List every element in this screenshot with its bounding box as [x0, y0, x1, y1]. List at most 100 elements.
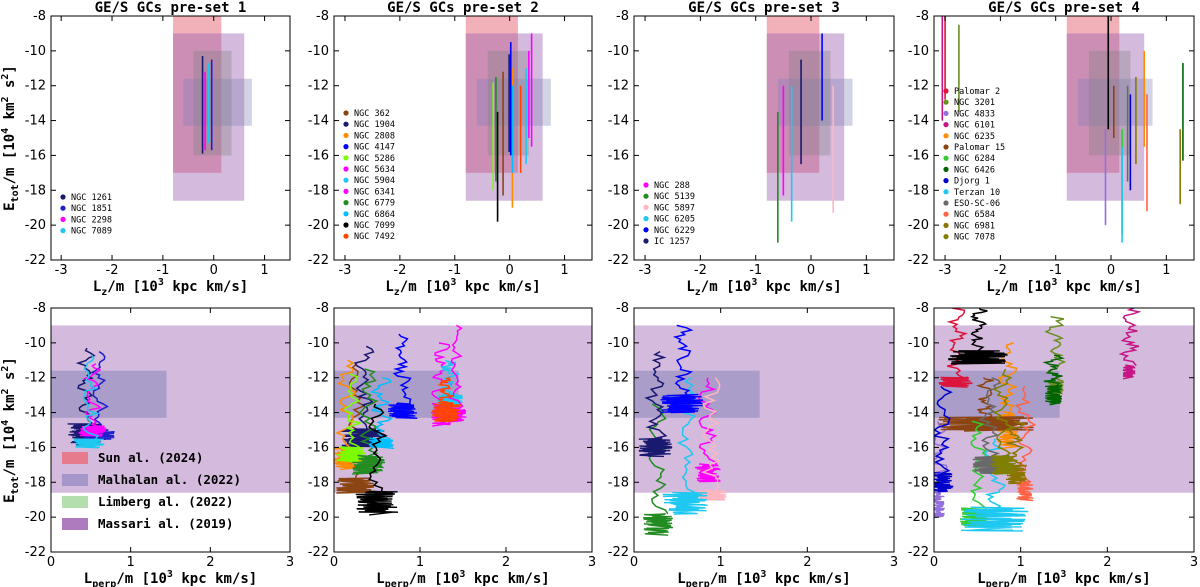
legend-marker: [60, 216, 66, 222]
legend-label: NGC 6779: [354, 199, 395, 209]
y-tick-label: -10: [25, 44, 46, 59]
y-tick-label: -14: [308, 406, 329, 421]
legend-marker: [343, 155, 349, 161]
series-ngc-7078b-trail: [969, 308, 988, 352]
region-limberg: [788, 50, 831, 156]
legend-label: ESO-SC-06: [954, 199, 1000, 209]
y-tick-label: -12: [25, 371, 46, 386]
series-ngc-4147-trail: [392, 333, 412, 404]
x-tick-label: 2: [206, 555, 214, 570]
x-tick-label: 2: [803, 555, 811, 570]
panel-title: GE/S GCs pre-set 2: [387, 0, 539, 16]
legend-marker: [60, 194, 66, 200]
region-legend-swatch: [62, 496, 88, 508]
x-tick-label: 0: [1107, 263, 1115, 278]
legend-marker: [343, 188, 349, 194]
label-part: 3: [760, 569, 766, 580]
label-part: L: [677, 571, 685, 587]
legend-label: NGC 5904: [354, 176, 395, 186]
y-tick-label: -12: [308, 79, 329, 94]
panel-top-1: -8-10-12-14-16-18-20-22-3 -2 -1 0 1Lz/m [103…: [0, 0, 291, 298]
label-part: kpc km/s]: [1066, 571, 1150, 587]
x-tick-label: -3: [639, 263, 652, 278]
legend-label: NGC 6205: [654, 215, 695, 225]
y-tick-label: -22: [308, 253, 329, 268]
legend-marker: [343, 211, 349, 217]
series-ngc-6864-band: [368, 437, 395, 450]
axes-frame: [633, 307, 895, 553]
series-djorg-1-band: [934, 472, 954, 493]
y-tick-label: -14: [908, 406, 929, 421]
legend-marker: [943, 122, 949, 128]
y-tick-label: -22: [25, 545, 46, 560]
series-ngc-4833-band: [934, 490, 945, 519]
series-ngc-5897-trail: [700, 377, 721, 492]
y-tick-label: -10: [608, 336, 629, 351]
label-part: kpc km/s]: [1057, 279, 1141, 295]
series-ngc-7099-band: [355, 490, 399, 516]
series-palomar-15-trail: [975, 377, 994, 419]
legend-marker: [343, 132, 349, 138]
panel-title: GE/S GCs pre-set 4: [988, 0, 1140, 16]
legend-marker: [943, 99, 949, 105]
legend-label: NGC 7078: [954, 233, 995, 243]
series-ngc-2808-trail: [335, 359, 357, 448]
legend-label: NGC 6426: [954, 165, 995, 175]
series-ngc-5286-trail: [343, 373, 361, 449]
legend-marker: [943, 144, 949, 150]
legend-label: NGC 6584: [954, 210, 995, 220]
region-legend-swatch: [62, 452, 88, 464]
legend-marker: [343, 110, 349, 116]
legend-label: NGC 7492: [354, 232, 395, 242]
x-tick-label: -3: [338, 263, 351, 278]
legend-marker: [943, 222, 949, 228]
series-ngc-6229-band: [660, 393, 704, 414]
x-tick-label: 1: [127, 555, 135, 570]
label-part: perp: [986, 579, 1010, 587]
y-tick-label: -18: [608, 183, 629, 198]
region-legend-swatch: [62, 518, 88, 530]
legend-marker: [60, 205, 66, 211]
x-tick-label: 0: [630, 555, 638, 570]
label-part: /m [10: [1010, 571, 1061, 587]
y-tick-label: -22: [25, 253, 46, 268]
legend-marker: [643, 182, 649, 188]
legend-label: NGC 6235: [954, 132, 995, 142]
x-tick-label: 1: [862, 263, 870, 278]
label-part: E: [2, 202, 18, 210]
y-tick-label: -12: [908, 371, 929, 386]
x-tick-label: -3: [939, 263, 952, 278]
legend-marker: [60, 228, 66, 234]
legend-label: Palomar 2: [954, 87, 1000, 97]
label-part: kpc km/s]: [465, 571, 549, 587]
x-tick-label: -1: [1049, 263, 1062, 278]
label-part: E: [2, 494, 18, 502]
y-tick-label: -10: [608, 44, 629, 59]
series-ngc-4147-band: [387, 402, 418, 419]
x-tick-label: 0: [47, 555, 55, 570]
series-palomar-15-band: [938, 416, 1034, 432]
x-axis-label: Lperp/m [103 kpc km/s]: [677, 569, 850, 587]
label-part: kpc km/s]: [456, 279, 540, 295]
legend-label: NGC 5286: [354, 154, 395, 164]
legend-label: NGC 2298: [71, 215, 112, 225]
series-ic-1257-trail: [644, 350, 668, 440]
axes-frame: [50, 307, 291, 553]
region-legend-label: Massari al. (2019): [98, 516, 233, 531]
panel-title: GE/S GCs pre-set 3: [688, 0, 840, 16]
label-part: z: [394, 287, 400, 298]
series-ngc-6341-trail: [447, 324, 464, 410]
x-tick-label: 3: [588, 555, 596, 570]
y-tick-label: -12: [608, 371, 629, 386]
legend-label: NGC 6284: [954, 154, 995, 164]
x-axis-label: Lperp/m [103 kpc km/s]: [376, 569, 549, 587]
y-tick-label: -8: [616, 9, 629, 24]
x-tick-label: 0: [210, 263, 218, 278]
series-ic-1257-band: [638, 437, 673, 458]
x-tick-label: -2: [393, 263, 406, 278]
y-tick-label: -10: [308, 44, 329, 59]
y-tick-label: -16: [308, 148, 329, 163]
label-part: kpc km/s]: [766, 571, 850, 587]
label-part: kpc km/s]: [757, 279, 841, 295]
